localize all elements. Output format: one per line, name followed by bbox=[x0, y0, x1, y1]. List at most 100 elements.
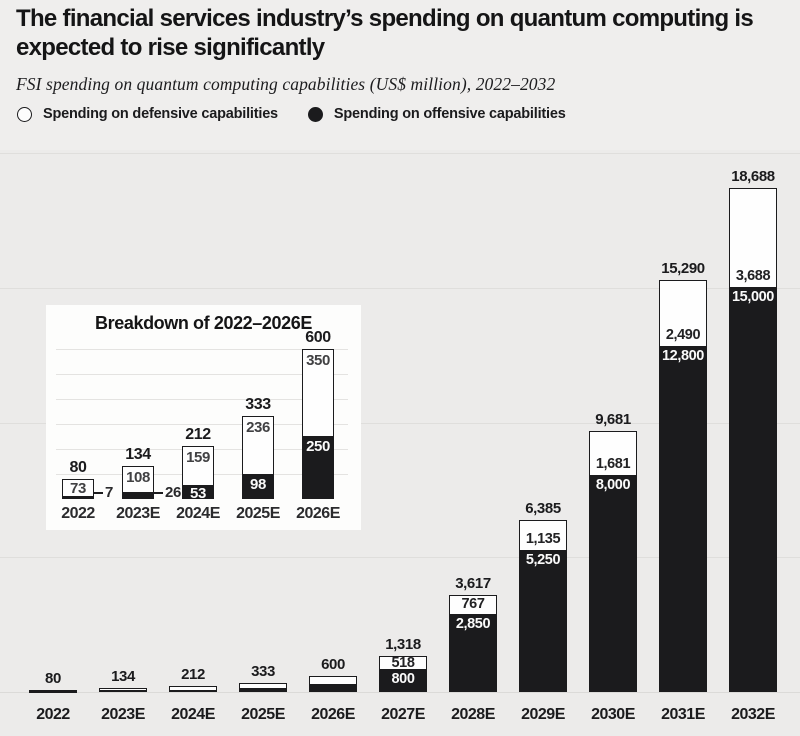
inset-gridline-600 bbox=[56, 349, 348, 350]
main-total-label-2023E: 134 bbox=[111, 668, 135, 686]
inset-defensive-value-2024E: 159 bbox=[186, 449, 210, 466]
inset-bar-2026E bbox=[302, 349, 334, 499]
defensive-segment bbox=[122, 465, 154, 493]
defensive-segment bbox=[659, 279, 707, 348]
main-total-label-2030E: 9,681 bbox=[595, 411, 631, 429]
inset-total-label-2024E: 212 bbox=[185, 426, 211, 443]
legend-item-offensive: Spending on offensive capabilities bbox=[307, 106, 566, 122]
main-total-label-2024E: 212 bbox=[181, 666, 205, 684]
inset-gridline-500 bbox=[56, 374, 348, 375]
main-bar-2024E bbox=[169, 686, 217, 692]
offensive-segment bbox=[519, 550, 567, 692]
inset-axis-label-2026E: 2026E bbox=[296, 505, 340, 522]
offensive-segment bbox=[169, 690, 217, 692]
inset-bar-2023E bbox=[122, 465, 154, 499]
inset-offensive-value-2024E: 53 bbox=[190, 484, 206, 502]
main-axis-label-2032E: 2032E bbox=[731, 706, 775, 723]
inset-offensive-callout-2022: 7 bbox=[94, 485, 113, 500]
inset-total-label-2025E: 333 bbox=[245, 395, 271, 413]
defensive-segment bbox=[449, 594, 497, 616]
main-axis-label-2030E: 2030E bbox=[591, 706, 635, 723]
main-total-label-2028E: 3,617 bbox=[455, 574, 491, 592]
defensive-segment bbox=[182, 446, 214, 486]
defensive-segment bbox=[99, 688, 147, 692]
inset-total-label-2022: 80 bbox=[69, 459, 87, 476]
main-total-label-2029E: 6,385 bbox=[525, 499, 561, 517]
inset-axis-label-2024E: 2024E bbox=[176, 505, 220, 522]
legend-item-defensive: Spending on defensive capabilities bbox=[17, 106, 278, 122]
main-defensive-value-2032E: 3,688 bbox=[735, 267, 771, 284]
defensive-segment bbox=[729, 188, 777, 288]
defensive-segment bbox=[302, 349, 334, 437]
defensive-segment bbox=[29, 689, 77, 692]
main-gridline-15000 bbox=[0, 287, 800, 289]
inset-offensive-callout-2023E: 26 bbox=[154, 485, 181, 500]
inset-axis-label-2022: 2022 bbox=[61, 505, 95, 522]
figure-subtitle: FSI spending on quantum computing capabi… bbox=[16, 74, 556, 94]
defensive-segment bbox=[169, 686, 217, 691]
offensive-segment bbox=[242, 474, 274, 499]
inset-bar-2025E bbox=[242, 415, 274, 499]
main-bar-2028E bbox=[449, 594, 497, 692]
main-defensive-value-2030E: 1,681 bbox=[595, 456, 631, 473]
offensive-segment bbox=[122, 492, 154, 499]
main-axis-label-2031E: 2031E bbox=[661, 706, 705, 723]
defensive-segment bbox=[519, 519, 567, 551]
defensive-circle-icon bbox=[17, 106, 32, 122]
main-total-label-2026E: 600 bbox=[321, 655, 345, 673]
inset-bar-chart: 80 73 7 2022 134 108 26 2023E 212 159 53 2024E 333 23… bbox=[46, 305, 361, 530]
main-gridline-5000 bbox=[0, 557, 800, 559]
inset-gridline-400 bbox=[56, 399, 348, 400]
inset-total-label-2023E: 134 bbox=[125, 445, 151, 463]
main-bar-2027E bbox=[379, 656, 427, 692]
main-bar-2029E bbox=[519, 519, 567, 692]
defensive-segment bbox=[309, 675, 357, 686]
main-gridline-10000 bbox=[0, 422, 800, 424]
defensive-segment bbox=[242, 415, 274, 475]
offensive-segment bbox=[182, 485, 214, 499]
main-offensive-value-2028E: 2,850 bbox=[455, 616, 491, 633]
defensive-segment bbox=[62, 479, 94, 498]
main-bar-chart: Breakdown of 2022–2026E 80 73 7 2022 134 108 2… bbox=[0, 150, 800, 736]
main-axis-label-2029E: 2029E bbox=[521, 706, 565, 723]
main-bar-2022 bbox=[29, 689, 77, 692]
main-bar-2032E bbox=[729, 188, 777, 692]
main-x-axis-line bbox=[0, 692, 800, 693]
main-bar-2030E bbox=[589, 431, 637, 692]
main-gridline-20000 bbox=[0, 153, 800, 154]
inset-offensive-value-2026E: 250 bbox=[306, 437, 330, 455]
callout-value: 26 bbox=[165, 484, 181, 501]
inset-axis-label-2023E: 2023E bbox=[116, 505, 160, 522]
inset-defensive-value-2026E: 350 bbox=[306, 352, 330, 369]
main-bar-2023E bbox=[99, 688, 147, 692]
main-total-label-2022: 80 bbox=[45, 669, 61, 687]
inset-axis-label-2025E: 2025E bbox=[236, 505, 280, 522]
main-defensive-value-2027E: 518 bbox=[391, 654, 415, 671]
main-offensive-value-2032E: 15,000 bbox=[732, 288, 774, 305]
offensive-segment bbox=[449, 615, 497, 692]
main-axis-label-2027E: 2027E bbox=[381, 706, 425, 723]
figure-header: The financial services industry’s spendi… bbox=[0, 0, 800, 150]
inset-title: Breakdown of 2022–2026E bbox=[95, 313, 312, 333]
callout-leader-line bbox=[154, 491, 163, 494]
main-axis-label-2023E: 2023E bbox=[101, 706, 145, 723]
main-defensive-value-2029E: 1,135 bbox=[525, 530, 561, 547]
main-offensive-value-2027E: 800 bbox=[391, 671, 415, 688]
defensive-segment bbox=[379, 656, 427, 671]
legend: Spending on defensive capabilities Spend… bbox=[17, 106, 566, 122]
inset-defensive-value-2023E: 108 bbox=[126, 468, 150, 486]
defensive-segment bbox=[239, 683, 287, 690]
offensive-segment bbox=[589, 476, 637, 692]
main-bar-2031E bbox=[659, 279, 707, 692]
callout-value: 7 bbox=[105, 484, 113, 501]
main-offensive-value-2031E: 12,800 bbox=[662, 348, 704, 365]
inset-gridline-300 bbox=[56, 424, 348, 425]
offensive-segment bbox=[659, 347, 707, 692]
main-bar-2025E bbox=[239, 683, 287, 692]
main-defensive-value-2028E: 767 bbox=[461, 596, 485, 613]
main-defensive-value-2031E: 2,490 bbox=[665, 327, 701, 344]
main-offensive-value-2030E: 8,000 bbox=[595, 477, 631, 494]
main-axis-label-2025E: 2025E bbox=[241, 706, 285, 723]
inset-offensive-value-2025E: 98 bbox=[250, 475, 266, 493]
